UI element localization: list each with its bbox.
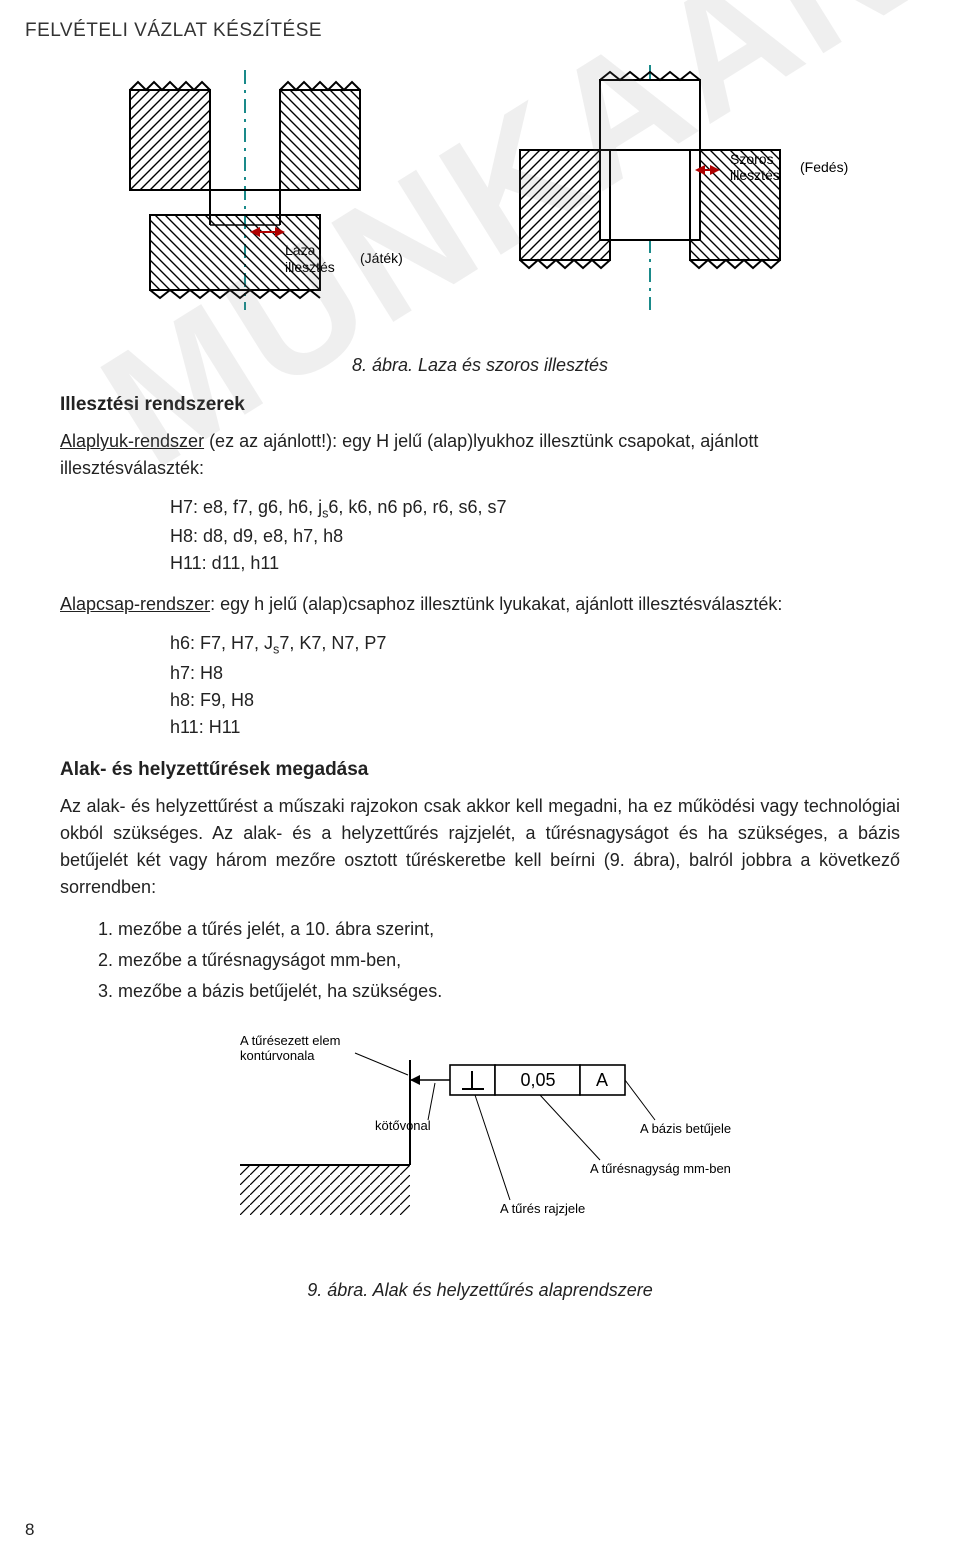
heading-illesztesi: Illesztési rendszerek [60, 394, 900, 416]
fig9-lbl-koto: kötővonal [375, 1118, 431, 1133]
fig8-right-label-1: Szoros [730, 151, 774, 167]
hole-l1: H7: e8, f7, g6, h6, js6, k6, n6 p6, r6, … [170, 494, 900, 523]
tolerance-order-list: mezőbe a tűrés jelét, a 10. ábra szerint… [118, 915, 900, 1005]
figure-8-caption: 8. ábra. Laza és szoros illesztés [60, 355, 900, 376]
fig8-left-paren: (Játék) [360, 250, 403, 266]
geometric-tolerance-paragraph: Az alak- és helyzettűrést a műszaki rajz… [60, 793, 900, 901]
fig8-left-label-2: illesztés [285, 259, 335, 275]
figure-9-caption: 9. ábra. Alak és helyzettűrés alaprendsz… [60, 1280, 900, 1301]
heading-alak: Alak- és helyzettűrések megadása [60, 759, 900, 781]
shaft-system-paragraph: Alapcsap-rendszer: egy h jelű (alap)csap… [60, 591, 900, 618]
shaft-l3: h8: F9, H8 [170, 687, 900, 714]
hole-selection-block: H7: e8, f7, g6, h6, js6, k6, n6 p6, r6, … [170, 494, 900, 577]
figure-9-diagram: 0,05 A A tűrésezett elem kontúrvonala kö… [60, 1025, 900, 1250]
list-item-1: mezőbe a tűrés jelét, a 10. ábra szerint… [118, 915, 900, 944]
fig9-lbl-bazis: A bázis betűjele [640, 1121, 731, 1136]
shaft-l4: h11: H11 [170, 714, 900, 741]
fig9-lbl-turnagy: A tűrésnagyság mm-ben [590, 1161, 731, 1176]
fig9-value: 0,05 [520, 1070, 555, 1090]
fig8-right-label-2: illesztés [730, 167, 780, 183]
hole-system-underline: Alaplyuk-rendszer [60, 431, 204, 451]
page-number: 8 [25, 1520, 34, 1540]
page-header-title: FELVÉTELI VÁZLAT KÉSZÍTÉSE [25, 20, 322, 42]
fig8-left-label-1: Laza [285, 242, 316, 258]
shaft-system-rest: : egy h jelű (alap)csaphoz illesztünk ly… [210, 594, 782, 614]
shaft-selection-block: h6: F7, H7, Js7, K7, N7, P7 h7: H8 h8: F… [170, 630, 900, 740]
shaft-l1: h6: F7, H7, Js7, K7, N7, P7 [170, 630, 900, 659]
fig8-right-paren: (Fedés) [800, 159, 848, 175]
shaft-system-underline: Alapcsap-rendszer [60, 594, 210, 614]
fig9-lbl-turesrajz: A tűrés rajzjele [500, 1201, 585, 1216]
hole-l2: H8: d8, d9, e8, h7, h8 [170, 523, 900, 550]
hole-system-paragraph: Alaplyuk-rendszer (ez az ajánlott!): egy… [60, 428, 900, 482]
fig9-lbl-contour-1: A tűrésezett elem [240, 1033, 340, 1048]
fig9-datum: A [596, 1070, 608, 1090]
shaft-l2: h7: H8 [170, 660, 900, 687]
list-item-2: mezőbe a tűrésnagyságot mm-ben, [118, 946, 900, 975]
fig9-lbl-contour-2: kontúrvonala [240, 1048, 315, 1063]
hole-l3: H11: d11, h11 [170, 550, 900, 577]
figure-8-diagram: Laza illesztés (Játék) [60, 60, 900, 325]
list-item-3: mezőbe a bázis betűjelét, ha szükséges. [118, 977, 900, 1006]
